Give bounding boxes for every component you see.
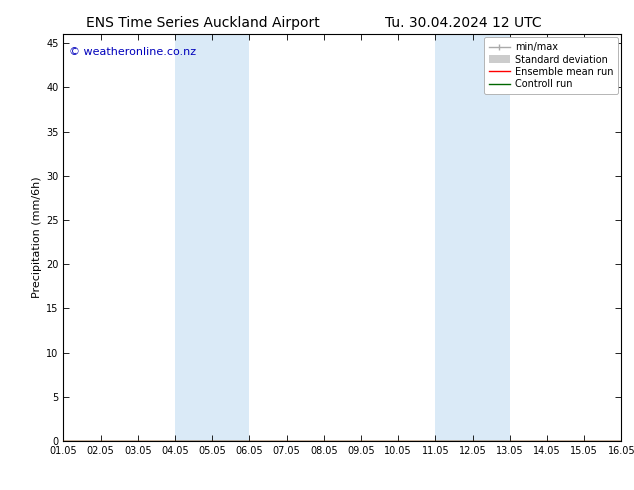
Text: © weatheronline.co.nz: © weatheronline.co.nz	[69, 47, 196, 56]
Legend: min/max, Standard deviation, Ensemble mean run, Controll run: min/max, Standard deviation, Ensemble me…	[484, 37, 618, 94]
Y-axis label: Precipitation (mm/6h): Precipitation (mm/6h)	[32, 177, 42, 298]
Bar	[175, 34, 249, 441]
Text: Tu. 30.04.2024 12 UTC: Tu. 30.04.2024 12 UTC	[384, 16, 541, 30]
Text: ENS Time Series Auckland Airport: ENS Time Series Auckland Airport	[86, 16, 320, 30]
Bar	[436, 34, 510, 441]
